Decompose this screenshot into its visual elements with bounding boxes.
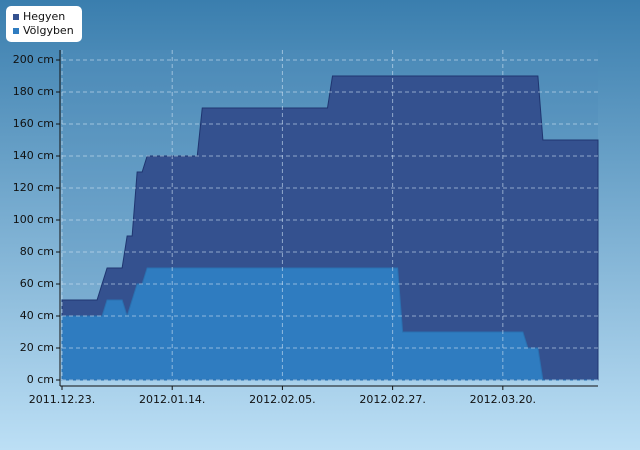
x-tick-label: 2011.12.23. [29,393,95,406]
y-tick-label: 40 cm [20,309,54,322]
y-tick-label: 100 cm [13,213,54,226]
y-tick-label: 200 cm [13,53,54,66]
x-tick-label: 2012.02.05. [249,393,315,406]
legend-box [6,6,82,42]
y-tick-label: 80 cm [20,245,54,258]
y-tick-label: 180 cm [13,85,54,98]
legend-label: Hegyen [23,10,65,23]
y-tick-label: 140 cm [13,149,54,162]
legend-swatch [13,14,19,20]
area [61,267,598,381]
x-tick-label: 2012.03.20. [470,393,536,406]
y-tick-label: 60 cm [20,277,54,290]
x-tick-label: 2012.02.27. [359,393,425,406]
y-tick-label: 0 cm [27,373,54,386]
legend-swatch [13,28,19,34]
y-tick-label: 20 cm [20,341,54,354]
y-tick-label: 160 cm [13,117,54,130]
x-tick-label: 2012.01.14. [139,393,205,406]
legend-label: Völgyben [23,24,74,37]
y-tick-label: 120 cm [13,181,54,194]
